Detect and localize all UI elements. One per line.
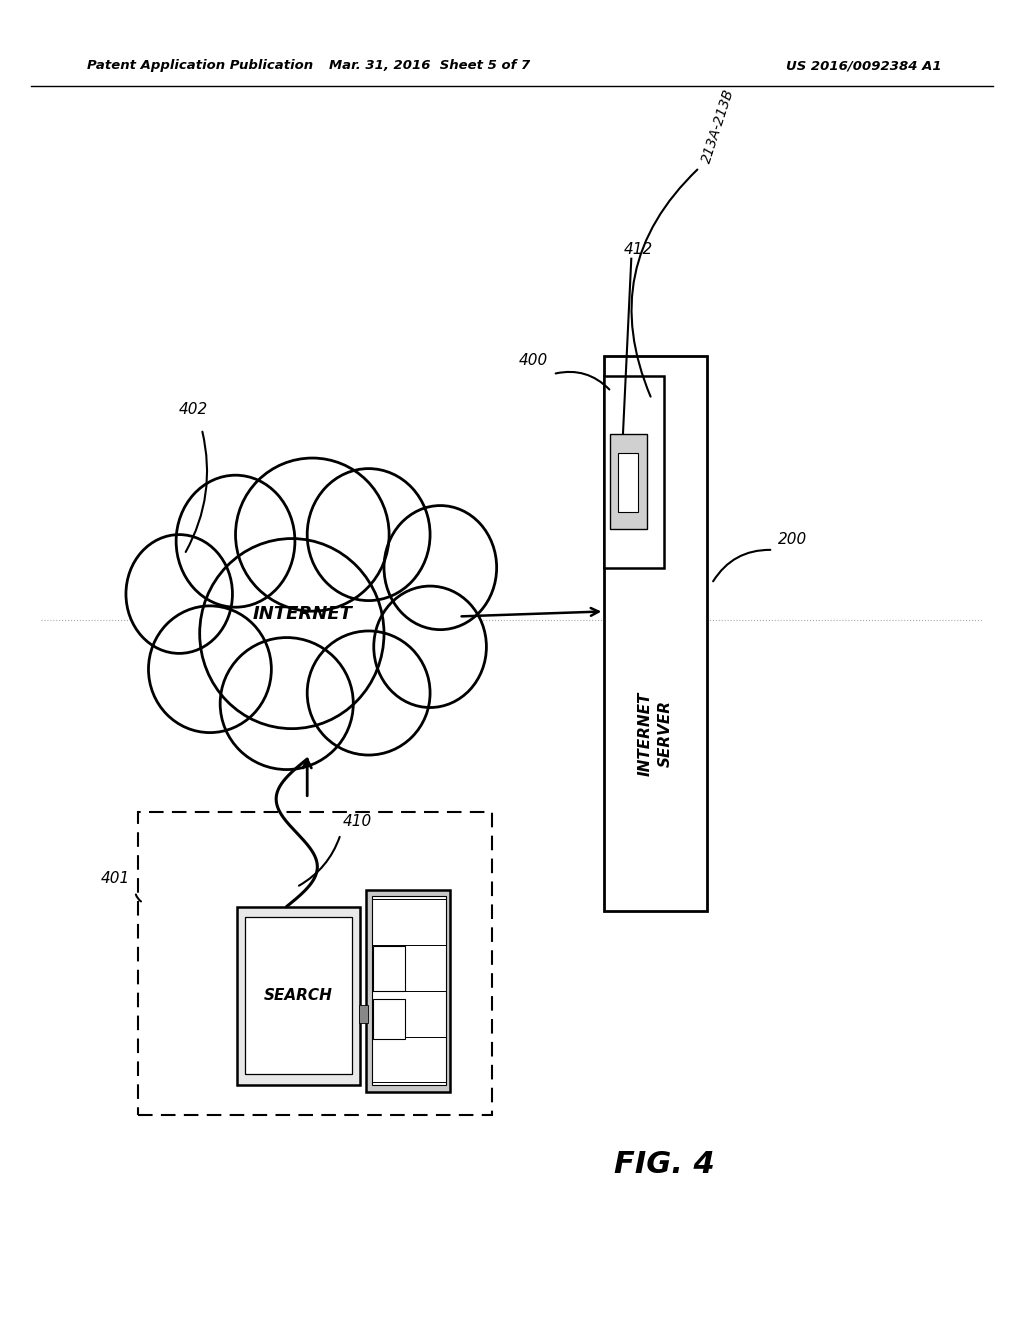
Bar [138, 812, 492, 1115]
Ellipse shape [307, 469, 430, 601]
Ellipse shape [307, 631, 430, 755]
Bar [359, 1005, 369, 1023]
Ellipse shape [374, 586, 486, 708]
Bar [373, 896, 446, 1085]
Ellipse shape [126, 535, 232, 653]
Ellipse shape [384, 506, 497, 630]
Text: 400: 400 [518, 354, 548, 368]
Text: Mar. 31, 2016  Sheet 5 of 7: Mar. 31, 2016 Sheet 5 of 7 [330, 59, 530, 73]
Text: US 2016/0092384 A1: US 2016/0092384 A1 [786, 59, 942, 73]
Bar [246, 917, 352, 1074]
Ellipse shape [148, 606, 271, 733]
Text: 410: 410 [343, 813, 372, 829]
Bar [610, 433, 647, 529]
Text: INTERNET
SERVER: INTERNET SERVER [638, 692, 673, 776]
Text: SEARCH: SEARCH [264, 989, 333, 1003]
Ellipse shape [200, 539, 384, 729]
Ellipse shape [220, 638, 353, 770]
Text: INTERNET: INTERNET [252, 605, 352, 623]
Ellipse shape [236, 458, 389, 611]
Text: 200: 200 [778, 532, 808, 546]
Bar [374, 946, 406, 990]
Bar [618, 453, 638, 512]
Text: 401: 401 [100, 871, 130, 886]
Bar [604, 376, 664, 568]
Ellipse shape [176, 475, 295, 607]
Text: 402: 402 [179, 401, 209, 417]
Bar [367, 890, 451, 1092]
Text: Patent Application Publication: Patent Application Publication [87, 59, 313, 73]
Bar [238, 907, 360, 1085]
Text: 213A-213B: 213A-213B [699, 87, 736, 165]
Text: 412: 412 [624, 243, 653, 257]
Bar [374, 999, 406, 1039]
Text: FIG. 4: FIG. 4 [614, 1150, 715, 1179]
Bar [604, 356, 707, 911]
